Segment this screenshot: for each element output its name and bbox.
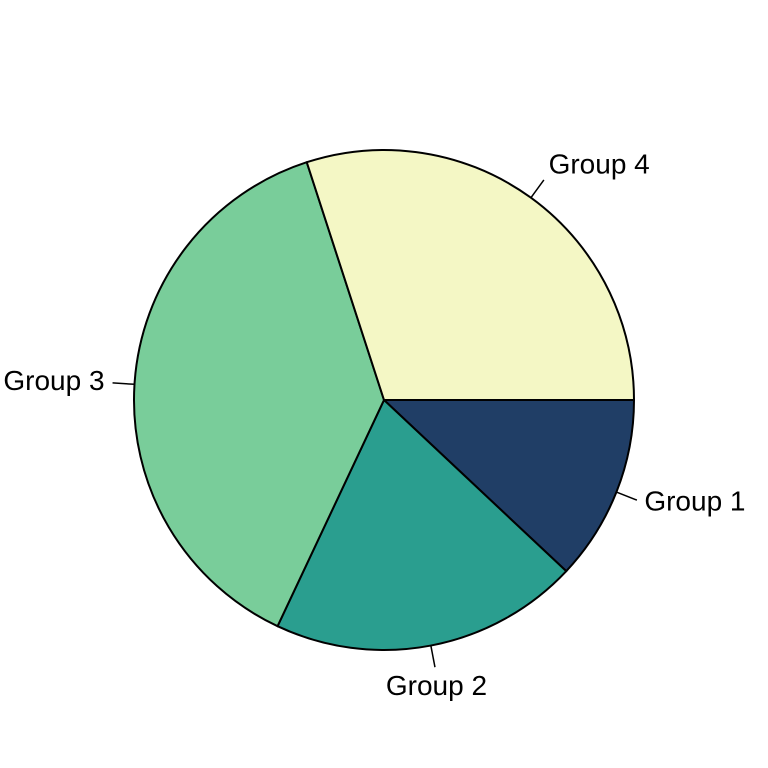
pie-leader-2 bbox=[431, 646, 435, 668]
pie-label-4: Group 4 bbox=[549, 148, 650, 179]
pie-leader-3 bbox=[113, 383, 135, 384]
pie-label-1: Group 1 bbox=[644, 485, 745, 516]
pie-leader-4 bbox=[531, 180, 544, 198]
pie-label-2: Group 2 bbox=[386, 670, 487, 701]
pie-leader-1 bbox=[616, 492, 636, 500]
pie-chart: Group 1 Group 2 Group 3 Group 4 bbox=[0, 0, 768, 768]
pie-label-3: Group 3 bbox=[3, 365, 104, 396]
pie-chart-container: Group 1 Group 2 Group 3 Group 4 bbox=[0, 0, 768, 768]
